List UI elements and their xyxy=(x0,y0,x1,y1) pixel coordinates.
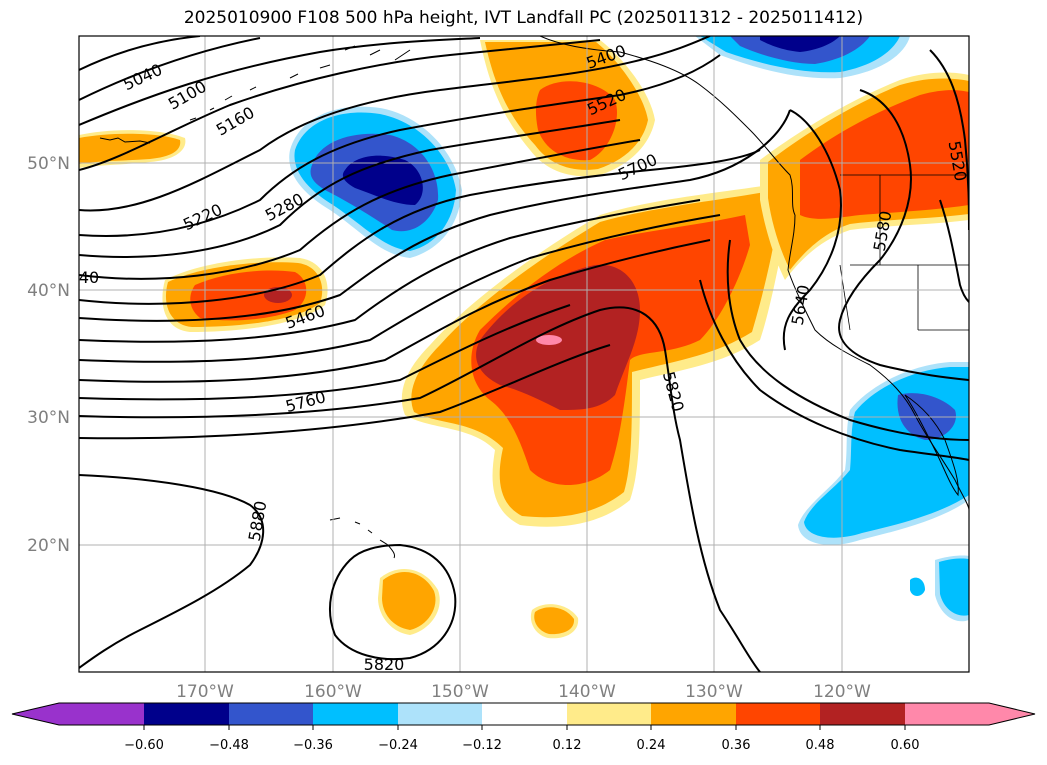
colorbar-tick-label: 0.48 xyxy=(806,738,835,753)
colorbar-tick-label: 0.60 xyxy=(891,738,920,753)
colorbar: −0.60 −0.48 −0.36 −0.24 −0.12 0.12 0.24 … xyxy=(11,702,1036,753)
lat-label: 20°N xyxy=(27,536,70,556)
positive-anomaly-gulf-alaska xyxy=(480,40,655,177)
colorbar-segment xyxy=(229,703,313,725)
map-content: 5040 5100 5160 5220 5280 40 5460 5400 55… xyxy=(79,36,969,674)
colorbar-segment xyxy=(398,703,482,725)
colorbar-extend-high xyxy=(989,703,1035,725)
colorbar-segment xyxy=(736,703,820,725)
negative-anomaly-north-pacific xyxy=(289,106,462,258)
contour-label: 40 xyxy=(79,268,99,287)
colorbar-tick-label: −0.36 xyxy=(293,738,333,753)
positive-anomaly-pacific-northwest xyxy=(760,72,969,280)
colorbar-segment xyxy=(820,703,905,725)
colorbar-segment xyxy=(144,703,229,725)
colorbar-segment xyxy=(651,703,736,725)
lat-label: 30°N xyxy=(27,408,70,428)
colorbar-tick-label: −0.12 xyxy=(462,738,502,753)
lon-label: 150°W xyxy=(431,682,489,702)
colorbar-tick-label: 0.24 xyxy=(637,738,666,753)
height-contours xyxy=(79,36,969,672)
colorbar-segment xyxy=(567,703,651,725)
lon-label: 130°W xyxy=(685,682,743,702)
map-title: 2025010900 F108 500 hPa height, IVT Land… xyxy=(183,8,864,28)
negative-anomaly-alaska xyxy=(695,36,910,79)
latitude-labels: 50°N 40°N 30°N 20°N xyxy=(27,154,70,556)
colorbar-tick-label: −0.24 xyxy=(378,738,418,753)
lon-label: 120°W xyxy=(813,682,871,702)
gridlines xyxy=(79,36,969,672)
lat-label: 40°N xyxy=(27,281,70,301)
negative-anomaly-baja xyxy=(798,362,969,622)
longitude-labels: 170°W 160°W 150°W 140°W 130°W 120°W xyxy=(176,682,871,702)
colorbar-segment xyxy=(313,703,398,725)
colorbar-segment xyxy=(482,703,567,725)
colorbar-tick-label: 0.36 xyxy=(722,738,751,753)
map-frame xyxy=(78,35,970,673)
coastlines xyxy=(99,36,969,559)
colorbar-extend-low xyxy=(12,703,59,725)
lon-label: 160°W xyxy=(304,682,362,702)
colorbar-outline xyxy=(11,702,1036,726)
colorbar-tick-label: −0.60 xyxy=(124,738,164,753)
colorbar-segment xyxy=(905,703,989,725)
contour-label: 5820 xyxy=(364,655,405,674)
lon-label: 170°W xyxy=(176,682,234,702)
lon-label: 140°W xyxy=(558,682,616,702)
colorbar-tick-label: −0.48 xyxy=(209,738,249,753)
colorbar-tick-label: 0.12 xyxy=(553,738,582,753)
colorbar-segment xyxy=(59,703,144,725)
lat-label: 50°N xyxy=(27,154,70,174)
